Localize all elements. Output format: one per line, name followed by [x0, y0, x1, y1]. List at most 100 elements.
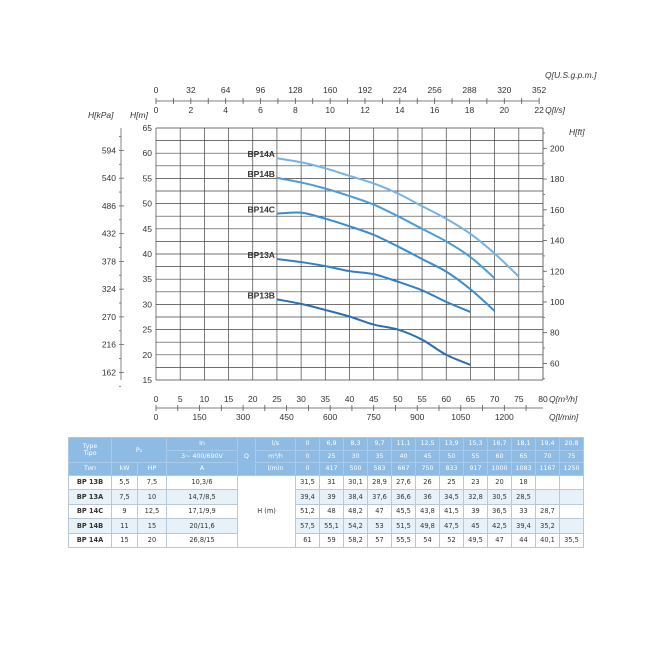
lmin-tick-label: 150	[192, 412, 206, 422]
cell-type: BP 14A	[68, 532, 112, 548]
q-value: 500	[343, 462, 368, 476]
cell-h: 51,2	[295, 503, 320, 519]
cell-kw: 11	[111, 518, 138, 534]
x-tick-label: 5	[178, 394, 183, 404]
cell-h: 57,5	[295, 518, 320, 534]
table-row: BP 14B 11 15 20/11,6 57,5 55,1 54,2 53 51,5 49,8 4…	[68, 518, 584, 534]
q-value: 25	[319, 449, 344, 463]
lmin-tick-label: 750	[367, 412, 381, 422]
q-value: 11,1	[391, 437, 416, 451]
cell-h: 36,5	[487, 503, 512, 519]
hp-header: HP	[137, 462, 167, 476]
cell-h: 44	[511, 532, 536, 548]
cell-h	[535, 489, 560, 505]
cell-hp: 7,5	[137, 474, 167, 490]
cell-a: 14,7/8,5	[166, 489, 238, 505]
curve-bp14c	[276, 211, 496, 312]
y-tick-label: 35	[143, 274, 153, 284]
lps-tick-label: 0	[154, 105, 159, 115]
q-value: 1167	[535, 462, 560, 476]
cell-h: 39	[319, 489, 344, 505]
q-value: 65	[511, 449, 536, 463]
q-value: 40	[391, 449, 416, 463]
table-row: BP 13B 5,5 7,5 10,3/6 H (m) 31,5 31 30,1 28,9 27,…	[68, 474, 584, 548]
cell-h: 42,5	[487, 518, 512, 534]
q-value: 20,8	[559, 437, 584, 451]
cell-h: 52	[439, 532, 464, 548]
cell-h: 28,5	[511, 489, 536, 505]
x-tick-label: 20	[248, 394, 258, 404]
cell-h: 58,2	[343, 532, 368, 548]
cell-h: 39,4	[511, 518, 536, 534]
cell-h: 31,5	[295, 474, 320, 490]
x-tick-label: 25	[272, 394, 282, 404]
cell-h: 55,1	[319, 518, 344, 534]
q-value: 75	[559, 449, 584, 463]
usgpm-tick-label: 160	[323, 85, 337, 95]
ft-tick-label: 100	[550, 297, 564, 307]
cell-h: 61	[295, 532, 320, 548]
kpa-tick-label: 270	[102, 312, 116, 322]
in-header: In	[166, 437, 238, 451]
cell-h: 53	[367, 518, 392, 534]
cell-a: 10,3/6	[166, 474, 238, 490]
y-tick-label: 45	[143, 224, 153, 234]
cell-h: 41,5	[439, 503, 464, 519]
q-value: 1000	[487, 462, 512, 476]
lps-tick-label: 8	[293, 105, 298, 115]
curve-bp13b	[276, 298, 471, 366]
cell-h: 55,5	[391, 532, 416, 548]
q-header: Q	[237, 437, 256, 476]
cell-h	[559, 474, 584, 490]
cell-h	[559, 489, 584, 505]
kpa-axis-label: H[kPa]	[88, 110, 114, 120]
lmin-axis-label: Q[l/min]	[549, 412, 579, 422]
usgpm-tick-label: 352	[532, 85, 546, 95]
cell-h: 32,8	[463, 489, 488, 505]
ft-tick-label: 160	[550, 205, 564, 215]
kpa-tick-label: 594	[102, 145, 116, 155]
series-label: BP13A	[248, 250, 275, 260]
usgpm-tick-label: 192	[358, 85, 372, 95]
x-tick-label: 70	[490, 394, 500, 404]
x-tick-label: 80	[538, 394, 548, 404]
x-axis-label: Q[m³/h]	[549, 394, 578, 404]
cell-h	[535, 474, 560, 490]
x-tick-label: 60	[442, 394, 452, 404]
kpa-tick-label: 486	[102, 201, 116, 211]
q-value: 9,7	[367, 437, 392, 451]
y-tick-label: 20	[143, 350, 153, 360]
cell-h: 40,1	[535, 532, 560, 548]
kw-header: kW	[111, 462, 138, 476]
y-tick-label: 55	[143, 173, 153, 183]
cell-h: 49,5	[463, 532, 488, 548]
cell-h: 39	[463, 503, 488, 519]
lps-tick-label: 20	[500, 105, 510, 115]
ft-tick-label: 60	[550, 358, 560, 368]
cell-h: 28,7	[535, 503, 560, 519]
cell-h: 45	[463, 518, 488, 534]
lps-tick-label: 6	[258, 105, 263, 115]
cell-h: 48,2	[343, 503, 368, 519]
ft-tick-label: 80	[550, 328, 560, 338]
cell-h: 47	[487, 532, 512, 548]
curve-bp13a	[276, 258, 471, 313]
series-label: BP14C	[248, 205, 275, 215]
cell-kw: 5,5	[111, 474, 138, 490]
x-tick-label: 35	[321, 394, 331, 404]
in-sub-header: 3~ 400/690V	[166, 449, 238, 463]
curve-bp14a	[276, 157, 520, 278]
q-value: 8,3	[343, 437, 368, 451]
usgpm-tick-label: 288	[462, 85, 476, 95]
q-value: 0	[295, 449, 320, 463]
cell-kw: 15	[111, 532, 138, 548]
cell-a: 20/11,6	[166, 518, 238, 534]
x-tick-label: 55	[417, 394, 427, 404]
cell-h: 36	[415, 489, 440, 505]
x-tick-label: 15	[224, 394, 234, 404]
x-tick-label: 75	[514, 394, 524, 404]
x-tick-label: 45	[369, 394, 379, 404]
cell-hp: 12,5	[137, 503, 167, 519]
usgpm-tick-label: 0	[154, 85, 159, 95]
